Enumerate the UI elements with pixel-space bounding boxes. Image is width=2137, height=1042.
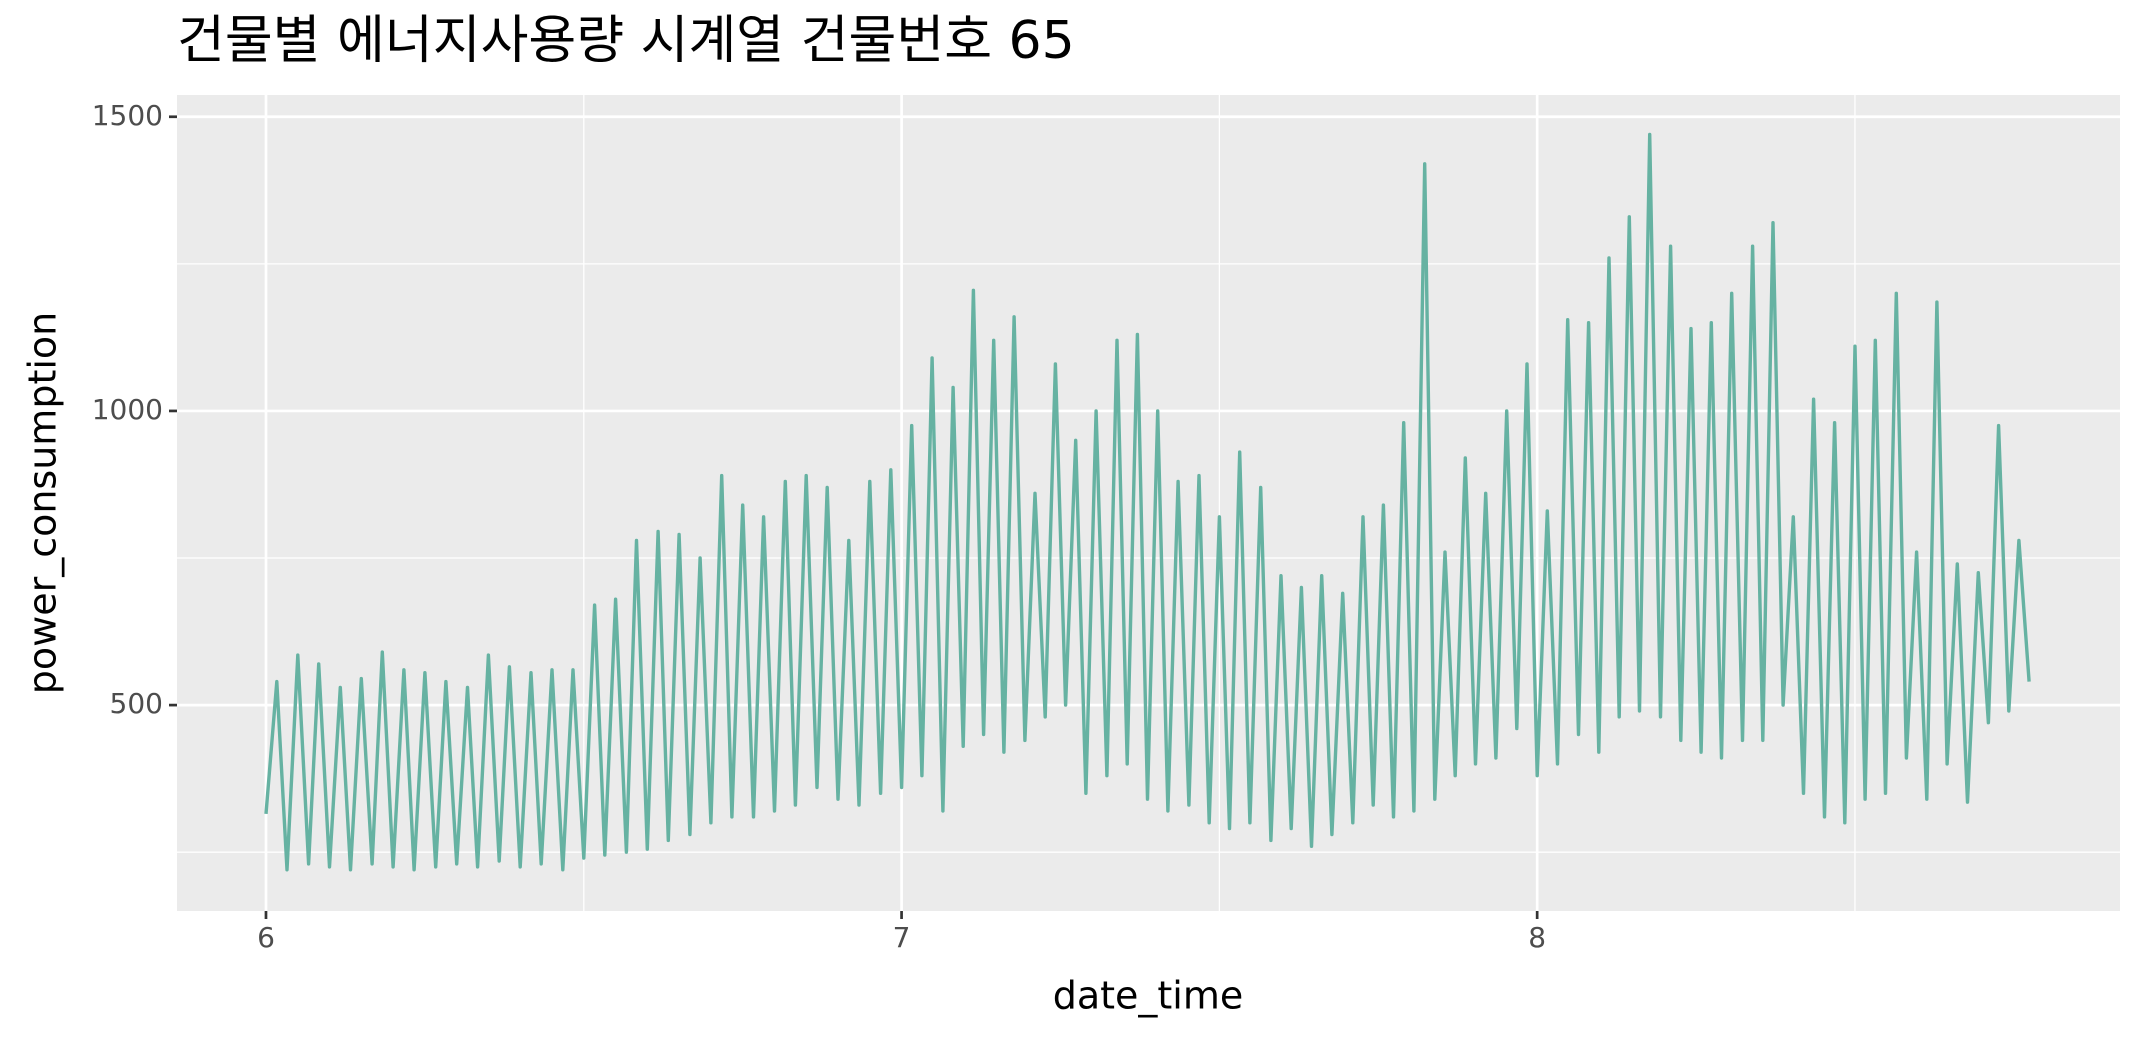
chart-title: 건물별 에너지사용량 시계열 건물번호 65 xyxy=(177,11,1075,71)
x-tick-label: 7 xyxy=(893,921,911,954)
y-axis-title: power_consumption xyxy=(21,312,65,695)
x-axis-title: date_time xyxy=(1053,974,1244,1018)
x-tick-label: 6 xyxy=(257,921,275,954)
y-tick-label: 1500 xyxy=(92,99,163,132)
x-tick-label: 8 xyxy=(1528,921,1546,954)
y-tick-label: 500 xyxy=(110,687,163,720)
series-line xyxy=(264,132,2031,872)
y-tick-label: 1000 xyxy=(92,393,163,426)
